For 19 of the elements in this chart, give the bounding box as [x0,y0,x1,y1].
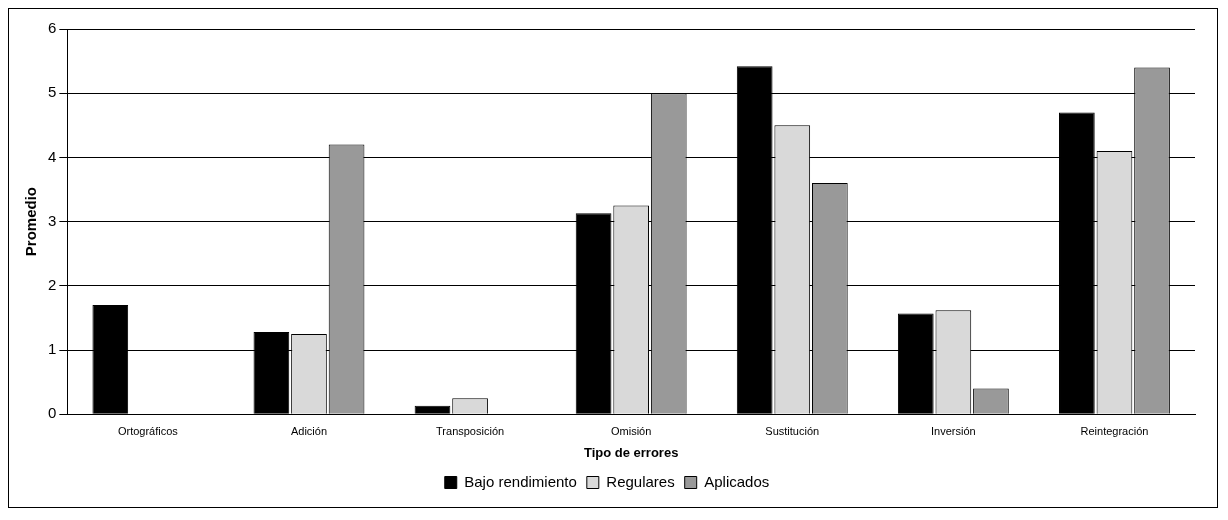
x-tick-label: Inversión [931,424,976,437]
x-tick-label: Ortográficos [117,424,179,437]
x-tick-label: Omisión [611,424,652,437]
y-tick-label: 0 [48,404,57,422]
y-tick-label: 2 [48,275,57,293]
x-tick-label: Transposición [436,424,505,437]
y-tick-label: 6 [48,19,57,37]
legend-label: Bajo rendimiento [464,472,577,490]
y-tick-label: 3 [48,211,57,229]
y-tick-label: 4 [48,147,57,165]
x-tick-label: Reintegración [1080,424,1149,437]
y-tick-label: 1 [48,340,57,358]
x-tick-label: Adición [290,424,328,437]
x-tick-label: Sustitución [765,424,820,437]
y-tick-label: 5 [48,83,57,101]
x-axis-title: Tipo de errores [583,444,679,460]
legend-label: Aplicados [704,472,770,490]
legend-label: Regulares [606,472,675,490]
y-axis-title: Promedio [22,187,40,257]
